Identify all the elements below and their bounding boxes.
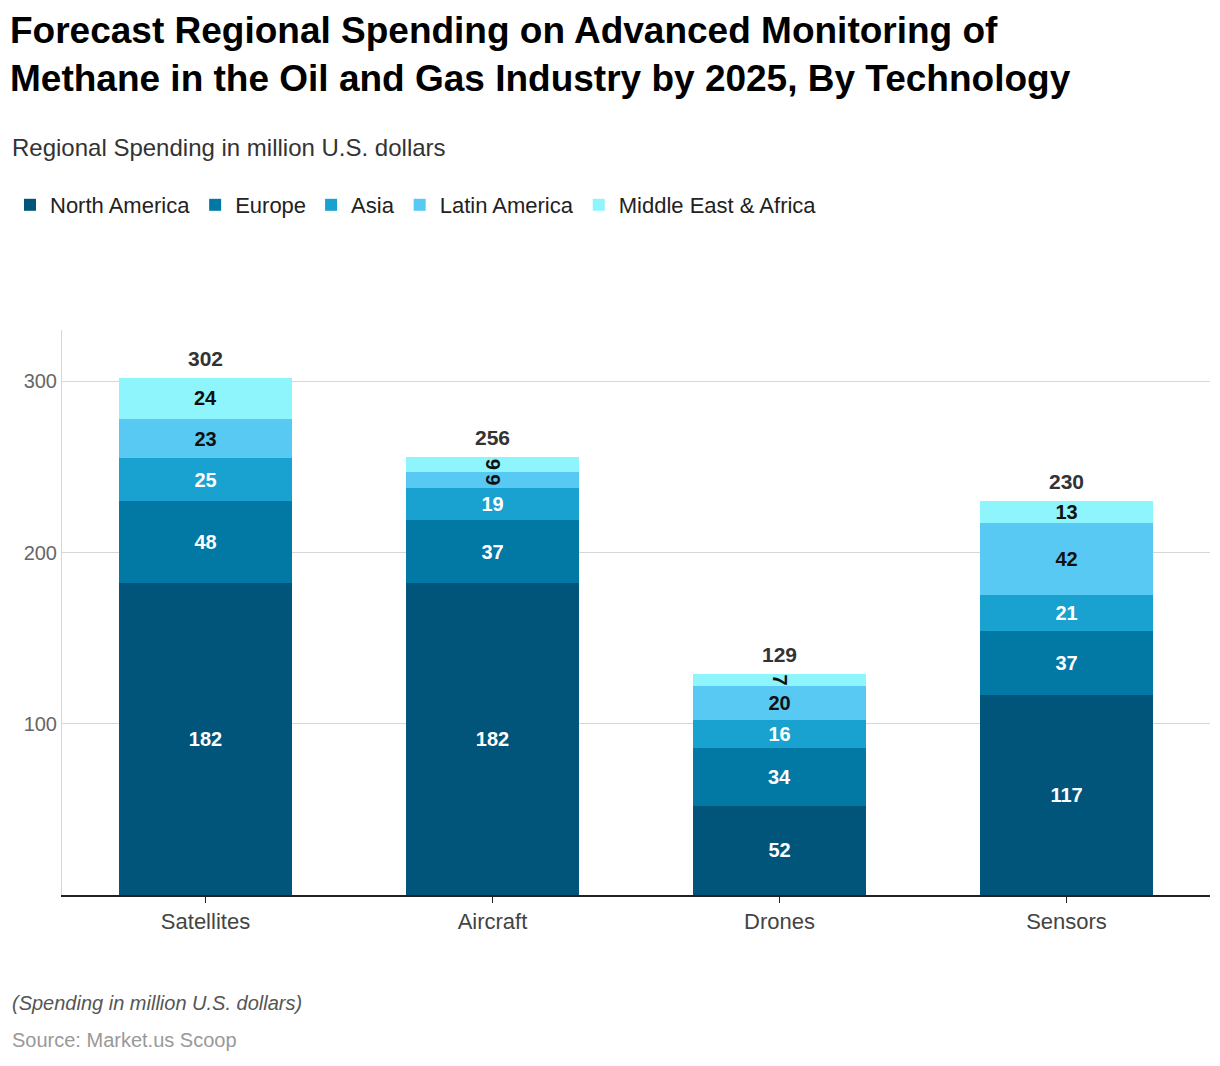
- svg-text:25: 25: [194, 469, 216, 491]
- svg-text:302: 302: [188, 347, 223, 370]
- svg-text:9: 9: [482, 474, 504, 485]
- svg-text:100: 100: [24, 713, 57, 735]
- svg-text:200: 200: [24, 542, 57, 564]
- svg-text:Aircraft: Aircraft: [458, 909, 528, 934]
- svg-text:300: 300: [24, 370, 57, 392]
- svg-text:42: 42: [1055, 548, 1077, 570]
- svg-text:48: 48: [194, 531, 216, 553]
- svg-text:117: 117: [1050, 784, 1082, 806]
- svg-text:129: 129: [762, 643, 797, 666]
- svg-text:182: 182: [189, 728, 222, 750]
- svg-text:182: 182: [476, 728, 509, 750]
- svg-text:9: 9: [482, 459, 504, 470]
- svg-text:52: 52: [768, 839, 790, 861]
- svg-text:37: 37: [481, 541, 503, 563]
- svg-text:23: 23: [194, 428, 216, 450]
- svg-text:Latin America: Latin America: [440, 193, 574, 218]
- svg-text:Europe: Europe: [235, 193, 306, 218]
- svg-text:34: 34: [768, 766, 791, 788]
- svg-text:Asia: Asia: [351, 193, 395, 218]
- svg-text:20: 20: [768, 692, 790, 714]
- svg-text:21: 21: [1055, 602, 1077, 624]
- svg-text:37: 37: [1055, 652, 1077, 674]
- svg-text:Source: Market.us Scoop: Source: Market.us Scoop: [12, 1029, 237, 1051]
- svg-text:16: 16: [768, 723, 790, 745]
- svg-text:Sensors: Sensors: [1026, 909, 1107, 934]
- svg-text:256: 256: [475, 426, 510, 449]
- svg-text:Satellites: Satellites: [161, 909, 250, 934]
- svg-text:Middle East & Africa: Middle East & Africa: [619, 193, 817, 218]
- svg-text:7: 7: [769, 675, 791, 686]
- svg-text:Drones: Drones: [744, 909, 815, 934]
- svg-text:Forecast Regional Spending on: Forecast Regional Spending on Advanced M…: [10, 10, 1071, 99]
- svg-text:24: 24: [194, 387, 217, 409]
- svg-text:(Spending in million U.S. doll: (Spending in million U.S. dollars): [12, 992, 302, 1014]
- svg-text:North America: North America: [50, 193, 190, 218]
- svg-text:19: 19: [481, 493, 503, 515]
- svg-text:Regional Spending in million U: Regional Spending in million U.S. dollar…: [12, 134, 446, 161]
- svg-text:230: 230: [1049, 470, 1084, 493]
- svg-text:13: 13: [1055, 501, 1077, 523]
